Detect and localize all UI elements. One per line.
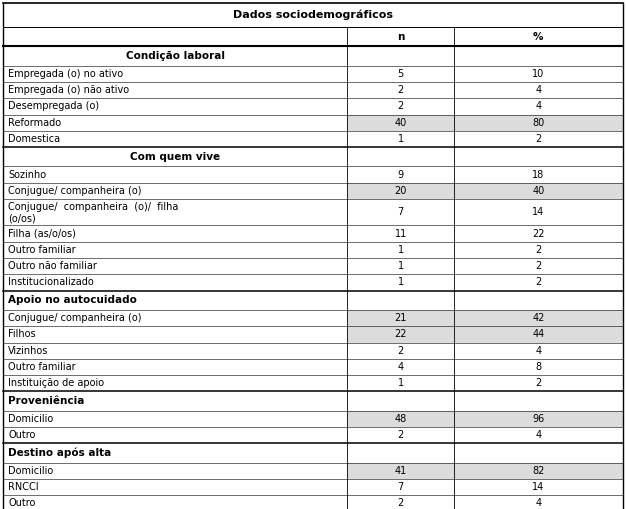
Text: 21: 21 (394, 313, 407, 323)
Text: 2: 2 (398, 498, 404, 508)
Text: 2: 2 (535, 261, 541, 271)
Text: Filha (as/o/os): Filha (as/o/os) (8, 229, 76, 239)
Bar (347, 326, 623, 343)
Text: Empregada (o) no ativo: Empregada (o) no ativo (8, 69, 123, 79)
Text: 48: 48 (394, 414, 407, 424)
Text: 10: 10 (532, 69, 545, 79)
Text: Reformado: Reformado (8, 118, 61, 128)
Text: 2: 2 (535, 245, 541, 255)
Text: 18: 18 (532, 169, 545, 180)
Text: n: n (397, 32, 404, 42)
Text: 11: 11 (394, 229, 407, 239)
Text: 5: 5 (398, 69, 404, 79)
Text: 40: 40 (532, 186, 545, 196)
Bar (347, 411, 623, 427)
Text: 2: 2 (535, 134, 541, 144)
Text: RNCCI: RNCCI (8, 482, 39, 492)
Text: Vizinhos: Vizinhos (8, 346, 48, 356)
Text: Domicilio: Domicilio (8, 466, 53, 476)
Text: 4: 4 (535, 346, 541, 356)
Text: Conjugue/  companheira  (o)/  filha: Conjugue/ companheira (o)/ filha (8, 202, 178, 212)
Text: 9: 9 (398, 169, 404, 180)
Text: 1: 1 (398, 261, 404, 271)
Text: Desempregada (o): Desempregada (o) (8, 101, 100, 111)
Text: 1: 1 (398, 277, 404, 288)
Text: Instituição de apoio: Instituição de apoio (8, 378, 105, 388)
Text: %: % (533, 32, 543, 42)
Text: 14: 14 (532, 207, 545, 217)
Text: Dados sociodemográficos: Dados sociodemográficos (233, 10, 393, 20)
Text: 4: 4 (535, 101, 541, 111)
Text: 1: 1 (398, 245, 404, 255)
Text: Proveniência: Proveniência (8, 396, 85, 406)
Text: Apoio no autocuidado: Apoio no autocuidado (8, 295, 137, 305)
Text: 1: 1 (398, 378, 404, 388)
Text: 1: 1 (398, 134, 404, 144)
Text: Domicilio: Domicilio (8, 414, 53, 424)
Text: 80: 80 (532, 118, 545, 128)
Bar (347, 115, 623, 131)
Text: 14: 14 (532, 482, 545, 492)
Text: 96: 96 (532, 414, 545, 424)
Text: 22: 22 (532, 229, 545, 239)
Text: 2: 2 (535, 277, 541, 288)
Text: 82: 82 (532, 466, 545, 476)
Text: 2: 2 (398, 346, 404, 356)
Text: 2: 2 (398, 430, 404, 440)
Bar (347, 310, 623, 326)
Text: 4: 4 (535, 430, 541, 440)
Text: Outro familiar: Outro familiar (8, 362, 76, 372)
Text: 4: 4 (535, 85, 541, 95)
Bar (347, 183, 623, 199)
Text: Condição laboral: Condição laboral (126, 51, 225, 61)
Text: 42: 42 (532, 313, 545, 323)
Text: Outro: Outro (8, 430, 36, 440)
Text: Com quem vive: Com quem vive (130, 152, 220, 162)
Text: Outro: Outro (8, 498, 36, 508)
Text: Destino após alta: Destino após alta (8, 448, 111, 458)
Text: 41: 41 (394, 466, 407, 476)
Text: 22: 22 (394, 329, 407, 340)
Text: Sozinho: Sozinho (8, 169, 46, 180)
Text: 40: 40 (394, 118, 407, 128)
Text: Conjugue/ companheira (o): Conjugue/ companheira (o) (8, 186, 141, 196)
Text: Domestica: Domestica (8, 134, 60, 144)
Bar (347, 463, 623, 479)
Text: Empregada (o) não ativo: Empregada (o) não ativo (8, 85, 129, 95)
Text: Institucionalizado: Institucionalizado (8, 277, 94, 288)
Text: 4: 4 (535, 498, 541, 508)
Text: 44: 44 (532, 329, 545, 340)
Text: 7: 7 (398, 207, 404, 217)
Text: 20: 20 (394, 186, 407, 196)
Text: Filhos: Filhos (8, 329, 36, 340)
Text: Outro familiar: Outro familiar (8, 245, 76, 255)
Text: 8: 8 (535, 362, 541, 372)
Text: Outro não familiar: Outro não familiar (8, 261, 97, 271)
Text: 4: 4 (398, 362, 404, 372)
Text: Conjugue/ companheira (o): Conjugue/ companheira (o) (8, 313, 141, 323)
Text: 2: 2 (535, 378, 541, 388)
Text: 2: 2 (398, 101, 404, 111)
Text: 2: 2 (398, 85, 404, 95)
Text: (o/os): (o/os) (8, 214, 36, 224)
Text: 7: 7 (398, 482, 404, 492)
